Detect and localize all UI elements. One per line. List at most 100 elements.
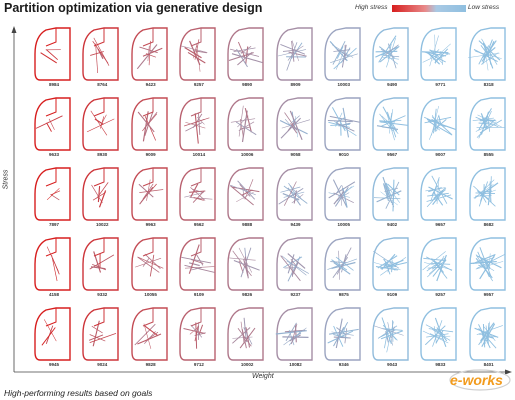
partition-design-icon bbox=[420, 237, 458, 291]
design-weight-label: 8555 bbox=[483, 152, 494, 157]
partition-design-icon bbox=[324, 97, 361, 151]
design-variation-cell: 9567 bbox=[368, 92, 416, 162]
partition-design-icon bbox=[275, 307, 313, 361]
design-variation-cell: 8318 bbox=[465, 22, 513, 92]
design-variation-cell: 10006 bbox=[223, 92, 271, 162]
design-weight-label: 9024 bbox=[97, 362, 108, 367]
design-weight-label: 9109 bbox=[387, 292, 398, 297]
partition-design-icon bbox=[130, 97, 168, 151]
design-weight-label: 9562 bbox=[193, 222, 204, 227]
partition-design-icon bbox=[420, 167, 458, 221]
partition-design-icon bbox=[130, 27, 168, 81]
partition-design-icon bbox=[324, 307, 361, 361]
partition-design-icon bbox=[275, 167, 313, 221]
partition-design-icon bbox=[130, 237, 168, 291]
partition-design-icon bbox=[420, 27, 458, 81]
partition-design-icon bbox=[179, 97, 216, 151]
design-weight-label: 8984 bbox=[48, 82, 59, 87]
partition-design-icon bbox=[227, 167, 264, 221]
partition-design-icon bbox=[324, 167, 361, 221]
design-variation-cell: 10082 bbox=[272, 302, 320, 372]
design-weight-label: 9945 bbox=[48, 362, 59, 367]
design-variation-cell: 10002 bbox=[223, 302, 271, 372]
x-axis-label-weight: Weight bbox=[252, 373, 274, 380]
design-weight-label: 9009 bbox=[145, 152, 156, 157]
partition-design-icon bbox=[82, 27, 119, 81]
partition-design-icon bbox=[34, 167, 71, 221]
design-weight-label: 9346 bbox=[338, 362, 349, 367]
design-variation-cell: 9257 bbox=[416, 232, 464, 302]
design-variation-cell: 9888 bbox=[223, 162, 271, 232]
partition-design-icon bbox=[82, 307, 119, 361]
partition-design-icon bbox=[372, 97, 409, 151]
design-variation-cell: 9009 bbox=[127, 92, 175, 162]
design-weight-label: 10006 bbox=[240, 152, 254, 157]
design-weight-label: 9712 bbox=[193, 362, 204, 367]
design-weight-label: 9007 bbox=[435, 152, 446, 157]
partition-design-icon bbox=[372, 167, 409, 221]
design-variation-cell: 10055 bbox=[127, 232, 175, 302]
svg-text:e-works: e-works bbox=[450, 372, 503, 388]
design-variation-cell: 8401 bbox=[465, 302, 513, 372]
partition-design-icon bbox=[420, 307, 458, 361]
design-weight-label: 9957 bbox=[483, 292, 494, 297]
design-variation-cell: 9109 bbox=[368, 232, 416, 302]
partition-design-icon bbox=[34, 237, 71, 291]
design-variation-cell: 9058 bbox=[272, 92, 320, 162]
design-weight-label: 4158 bbox=[48, 292, 59, 297]
design-weight-label: 9439 bbox=[290, 222, 301, 227]
design-variation-cell: 9024 bbox=[78, 302, 126, 372]
design-variation-cell: 9043 bbox=[368, 302, 416, 372]
design-variation-cell: 9890 bbox=[223, 22, 271, 92]
design-weight-label: 9567 bbox=[387, 152, 398, 157]
design-weight-label: 8930 bbox=[97, 152, 108, 157]
design-weight-label: 9043 bbox=[387, 362, 398, 367]
design-weight-label: 9109 bbox=[193, 292, 204, 297]
design-weight-label: 9633 bbox=[48, 152, 59, 157]
design-weight-label: 7897 bbox=[48, 222, 59, 227]
partition-design-icon bbox=[34, 307, 71, 361]
design-variation-cell: 9490 bbox=[368, 22, 416, 92]
design-weight-label: 9332 bbox=[97, 292, 108, 297]
design-weight-label: 9423 bbox=[145, 82, 156, 87]
design-variation-cell: 9833 bbox=[416, 302, 464, 372]
design-variation-cell: 10005 bbox=[320, 162, 368, 232]
design-weight-label: 8909 bbox=[290, 82, 301, 87]
partition-design-icon bbox=[324, 27, 361, 81]
legend-low-stress-label: Low stress bbox=[468, 4, 500, 11]
design-variation-cell: 8930 bbox=[78, 92, 126, 162]
design-weight-label: 10055 bbox=[144, 292, 157, 297]
partition-design-icon bbox=[82, 97, 119, 151]
design-variation-cell: 9945 bbox=[30, 302, 78, 372]
design-weight-label: 9657 bbox=[435, 222, 446, 227]
partition-design-icon bbox=[82, 167, 119, 221]
design-variation-cell: 9826 bbox=[223, 232, 271, 302]
design-variation-cell: 8764 bbox=[78, 22, 126, 92]
partition-design-icon bbox=[468, 167, 506, 221]
partition-design-icon bbox=[324, 237, 361, 291]
partition-design-icon bbox=[372, 27, 409, 81]
partition-design-icon bbox=[468, 97, 506, 151]
partition-design-icon bbox=[179, 307, 216, 361]
partition-design-icon bbox=[275, 27, 313, 81]
design-weight-label: 10002 bbox=[240, 362, 254, 367]
design-variation-cell: 7897 bbox=[30, 162, 78, 232]
partition-design-icon bbox=[467, 27, 506, 81]
partition-design-icon bbox=[179, 167, 216, 221]
design-weight-label: 8764 bbox=[97, 82, 108, 87]
design-weight-label: 9833 bbox=[435, 362, 446, 367]
design-variation-cell: 9562 bbox=[175, 162, 223, 232]
partition-design-icon bbox=[275, 97, 313, 151]
design-variation-cell: 9010 bbox=[320, 92, 368, 162]
design-variation-cell: 9771 bbox=[416, 22, 464, 92]
design-weight-label: 10014 bbox=[192, 152, 206, 157]
design-variation-cell: 9657 bbox=[416, 162, 464, 232]
e-works-watermark-logo: e-works bbox=[449, 369, 511, 391]
design-variation-cell: 9402 bbox=[368, 162, 416, 232]
design-weight-label: 9826 bbox=[242, 292, 253, 297]
design-weight-label: 9888 bbox=[242, 222, 253, 227]
partition-design-icon bbox=[34, 97, 71, 151]
partition-design-icon bbox=[227, 97, 264, 151]
design-weight-label: 8401 bbox=[483, 362, 494, 367]
